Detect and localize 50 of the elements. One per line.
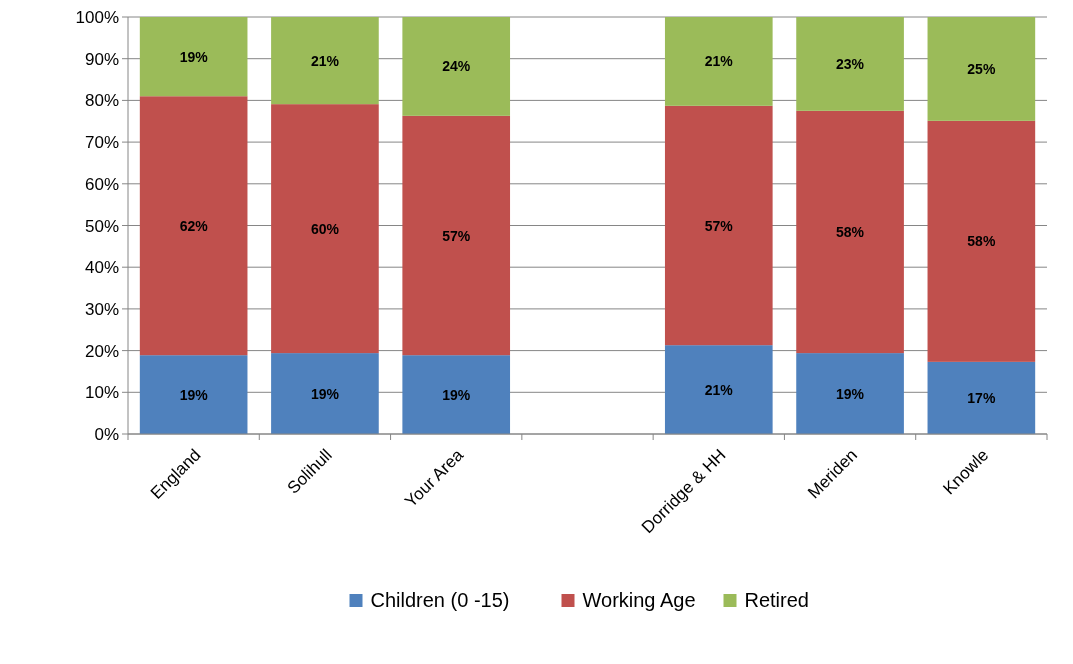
data-label: 21% bbox=[704, 381, 734, 398]
data-label: 19% bbox=[836, 385, 865, 402]
data-label: 62% bbox=[179, 217, 209, 234]
bar bbox=[139, 17, 248, 97]
legend-label: Retired bbox=[744, 589, 809, 611]
bar bbox=[271, 353, 379, 434]
data-label: 19% bbox=[179, 48, 209, 65]
y-tick-label: 90% bbox=[84, 49, 119, 69]
data-label: 25% bbox=[967, 60, 996, 77]
bar bbox=[796, 353, 904, 434]
data-label: 19% bbox=[442, 386, 471, 403]
bar bbox=[402, 115, 511, 356]
bar bbox=[664, 345, 773, 434]
bar bbox=[139, 355, 248, 434]
y-tick-label: 40% bbox=[84, 258, 119, 278]
data-label: 21% bbox=[310, 52, 340, 69]
y-tick-label: 100% bbox=[75, 8, 119, 27]
data-label: 21% bbox=[704, 53, 734, 70]
legend-label: Children (0 -15) bbox=[370, 589, 510, 611]
bar bbox=[796, 17, 904, 111]
data-label: 60% bbox=[310, 220, 340, 237]
bar bbox=[139, 96, 248, 356]
data-label: 23% bbox=[836, 55, 865, 72]
data-label: 17% bbox=[967, 389, 996, 406]
y-tick-label: 10% bbox=[84, 383, 119, 403]
bar bbox=[927, 17, 1036, 121]
y-tick-label: 50% bbox=[84, 216, 119, 236]
data-label: 19% bbox=[179, 386, 209, 403]
bar bbox=[796, 110, 904, 354]
data-label: 57% bbox=[704, 217, 734, 234]
bar bbox=[664, 105, 773, 346]
y-tick-label: 60% bbox=[84, 174, 119, 194]
y-tick-label: 30% bbox=[84, 299, 119, 319]
y-tick-label: 80% bbox=[84, 91, 119, 111]
bar bbox=[927, 361, 1036, 434]
data-label: 57% bbox=[442, 227, 471, 244]
data-label: 58% bbox=[836, 223, 865, 240]
bar bbox=[402, 17, 511, 116]
bar bbox=[271, 104, 379, 354]
y-tick-label: 20% bbox=[84, 341, 119, 361]
data-label: 24% bbox=[442, 58, 471, 75]
data-label: 58% bbox=[967, 233, 996, 250]
y-tick-label: 70% bbox=[84, 133, 119, 153]
bar bbox=[927, 120, 1036, 362]
data-label: 19% bbox=[310, 385, 340, 402]
legend-label: Working Age bbox=[582, 589, 696, 611]
y-tick-label: 0% bbox=[94, 425, 119, 444]
bar bbox=[271, 17, 379, 105]
bar bbox=[664, 17, 773, 106]
bar bbox=[402, 355, 511, 434]
